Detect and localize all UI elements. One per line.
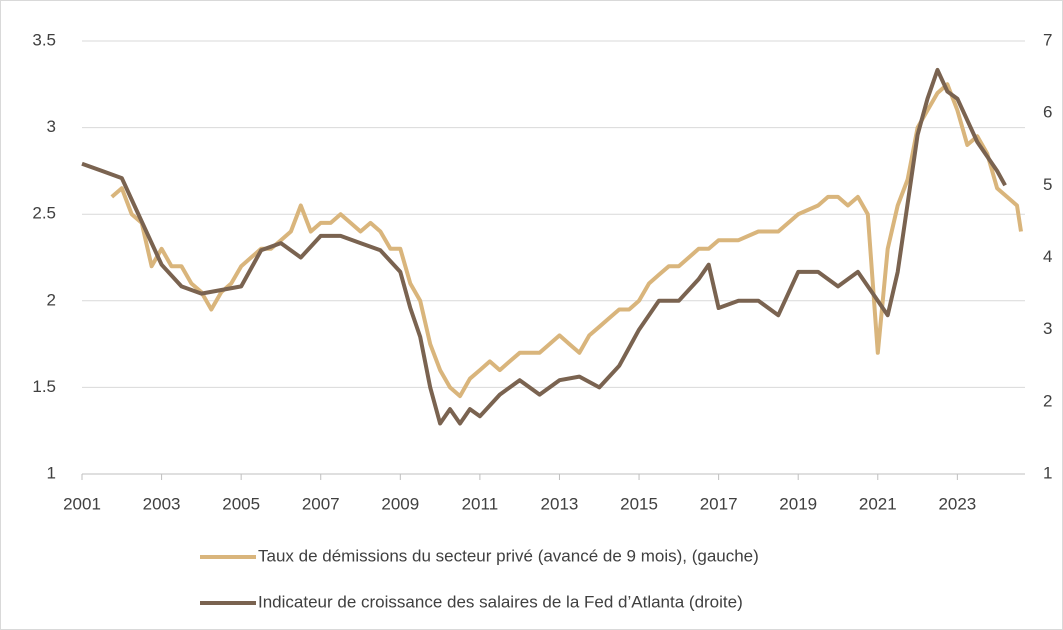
legend-label: Taux de démissions du secteur privé (ava…: [258, 546, 759, 565]
y2-tick-label: 7: [1043, 30, 1052, 49]
y2-tick-label: 6: [1043, 103, 1052, 122]
y-tick-label: 1.5: [32, 377, 56, 396]
series-line: [110, 82, 1023, 399]
series-line: [81, 67, 1007, 426]
x-tick-label: 2019: [779, 494, 817, 513]
x-tick-label: 2005: [222, 494, 260, 513]
x-tick-label: 2011: [462, 494, 499, 513]
y-tick-label: 3: [47, 117, 56, 136]
y2-tick-label: 2: [1043, 391, 1052, 410]
x-tick-label: 2003: [143, 494, 181, 513]
x-tick-label: 2021: [859, 494, 897, 513]
x-tick-label: 2007: [302, 494, 340, 513]
y-tick-label: 2.5: [32, 204, 56, 223]
y2-tick-label: 4: [1043, 247, 1052, 266]
y2-tick-label: 3: [1043, 319, 1052, 338]
legend-label: Indicateur de croissance des salaires de…: [258, 592, 743, 611]
y2-tick-label: 5: [1043, 175, 1052, 194]
x-tick-label: 2013: [541, 494, 579, 513]
y-tick-label: 1: [47, 463, 56, 482]
y-tick-label: 2: [47, 290, 56, 309]
x-tick-label: 2009: [381, 494, 419, 513]
y2-tick-label: 1: [1043, 463, 1052, 482]
x-tick-label: 2015: [620, 494, 658, 513]
x-tick-label: 2023: [938, 494, 976, 513]
x-tick-label: 2017: [700, 494, 738, 513]
x-tick-label: 2001: [63, 494, 101, 513]
y-tick-label: 3.5: [32, 30, 56, 49]
